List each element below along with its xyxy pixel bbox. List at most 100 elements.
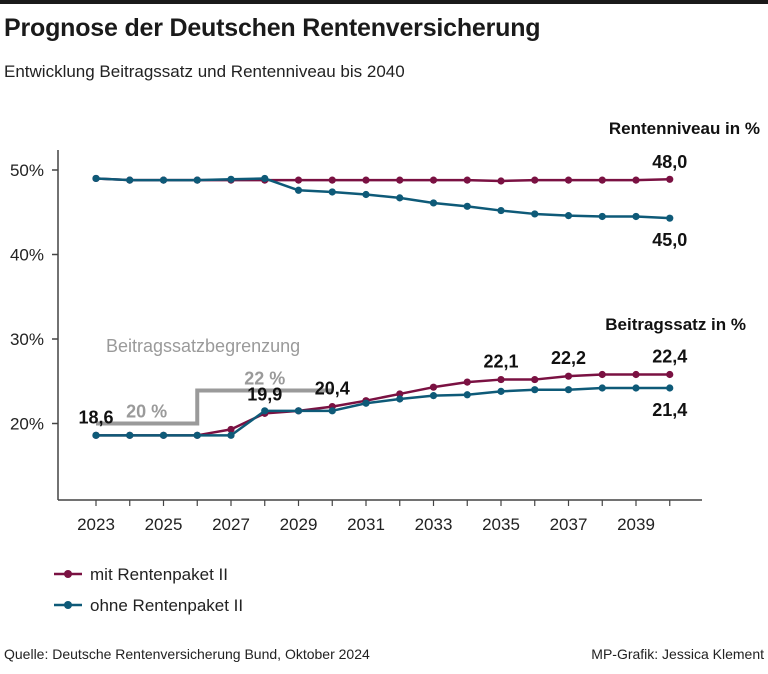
data-point [261, 174, 269, 183]
data-point [463, 391, 471, 399]
data-point [396, 395, 404, 403]
data-label: 22,4 [652, 346, 687, 366]
data-point [92, 431, 100, 439]
data-label: 20,4 [315, 379, 350, 399]
chart-title: Prognose der Deutschen Rentenversicherun… [4, 14, 541, 42]
x-tick-label: 2031 [347, 515, 385, 534]
data-point [632, 370, 640, 379]
data-labels: 48,0 45,0 18,6 19,9 20,4 22,1 22,2 22,4 21,4 [78, 152, 687, 427]
x-tick-label: 2039 [617, 515, 655, 534]
data-point [429, 392, 438, 400]
data-point [396, 390, 404, 398]
data-point [126, 176, 134, 184]
y-ticks: 50% 40% 30% 20% [10, 161, 58, 434]
top-rule [0, 0, 768, 4]
data-label: 18,6 [78, 407, 113, 427]
data-point [362, 399, 370, 407]
cap-label: Beitragssatzbegrenzung [106, 336, 300, 356]
data-point [463, 378, 471, 386]
data-point [497, 387, 505, 395]
data-point [463, 176, 471, 184]
source-note: Quelle: Deutsche Rentenversicherung Bund… [4, 646, 370, 662]
data-point [159, 176, 168, 184]
data-point [632, 384, 640, 392]
legend: mit Rentenpaket II ohne Rentenpaket II [54, 565, 243, 615]
data-point [159, 431, 168, 439]
legend-swatch-marker [64, 570, 72, 578]
legend-swatch-marker [64, 601, 72, 609]
data-point [598, 176, 606, 184]
data-label: 22,1 [483, 352, 518, 372]
chart-subtitle: Entwicklung Beitragssatz und Rentennivea… [4, 62, 405, 81]
data-point [328, 188, 336, 196]
data-point [531, 386, 539, 394]
series-group [92, 174, 674, 439]
data-point [362, 190, 370, 199]
data-point [362, 176, 370, 184]
data-label: 19,9 [247, 385, 282, 405]
data-point [193, 431, 201, 439]
x-tick-label: 2027 [212, 515, 250, 534]
y-tick-label: 50% [10, 161, 44, 180]
y-tick-label: 20% [10, 415, 44, 434]
data-label: 22,2 [551, 348, 586, 368]
data-point [227, 431, 235, 439]
data-point [92, 174, 100, 183]
data-point [328, 176, 336, 184]
data-point [564, 212, 573, 220]
x-tick-label: 2023 [77, 515, 115, 534]
data-point [497, 206, 505, 215]
credit-note: MP-Grafik: Jessica Klement [591, 646, 764, 662]
data-point [463, 202, 471, 210]
data-point [328, 407, 336, 415]
series-line [96, 373, 670, 437]
data-point [598, 370, 606, 379]
data-point [564, 386, 573, 394]
data-point [429, 176, 438, 184]
data-point [666, 384, 674, 392]
data-point [396, 176, 404, 184]
data-point [598, 212, 606, 221]
y-tick-label: 30% [10, 330, 44, 349]
rentenniveau-group-label: Rentenniveau in % [609, 119, 760, 138]
series-line [95, 177, 670, 220]
data-point [126, 431, 134, 439]
cap-annotation: Beitragssatzbegrenzung 20 % 22 % [96, 336, 333, 426]
y-tick-label: 40% [10, 246, 44, 265]
data-point [497, 375, 505, 384]
data-point [429, 199, 438, 207]
data-point [429, 383, 438, 391]
data-point [666, 370, 674, 379]
data-point [531, 210, 539, 218]
x-tick-label: 2025 [145, 515, 183, 534]
series-line [96, 386, 670, 437]
data-point [666, 214, 674, 222]
data-point [497, 177, 505, 185]
data-point [294, 186, 303, 194]
data-point [666, 175, 674, 183]
cap-value-label: 20 % [126, 402, 167, 422]
x-tick-label: 2037 [550, 515, 588, 534]
x-tick-label: 2033 [415, 515, 453, 534]
data-label: 45,0 [652, 230, 687, 250]
x-tick-label: 2035 [482, 515, 520, 534]
data-point [531, 176, 539, 184]
data-point [632, 212, 640, 221]
data-point [564, 176, 573, 184]
data-point [632, 176, 640, 184]
data-label: 21,4 [652, 400, 687, 420]
data-point [531, 375, 539, 384]
cap-value-label: 22 % [244, 369, 285, 389]
data-point [261, 407, 269, 415]
data-point [227, 425, 235, 434]
data-point [598, 384, 606, 392]
data-point [294, 176, 303, 184]
data-point [227, 175, 235, 183]
data-label: 48,0 [652, 152, 687, 172]
data-point [564, 372, 573, 380]
legend-label: mit Rentenpaket II [90, 565, 228, 584]
cap-step-line [96, 388, 333, 426]
x-ticks: 2023 2025 2027 2029 2031 2033 2035 2037 2039 [77, 500, 671, 534]
data-point [396, 194, 404, 202]
x-tick-label: 2029 [280, 515, 318, 534]
